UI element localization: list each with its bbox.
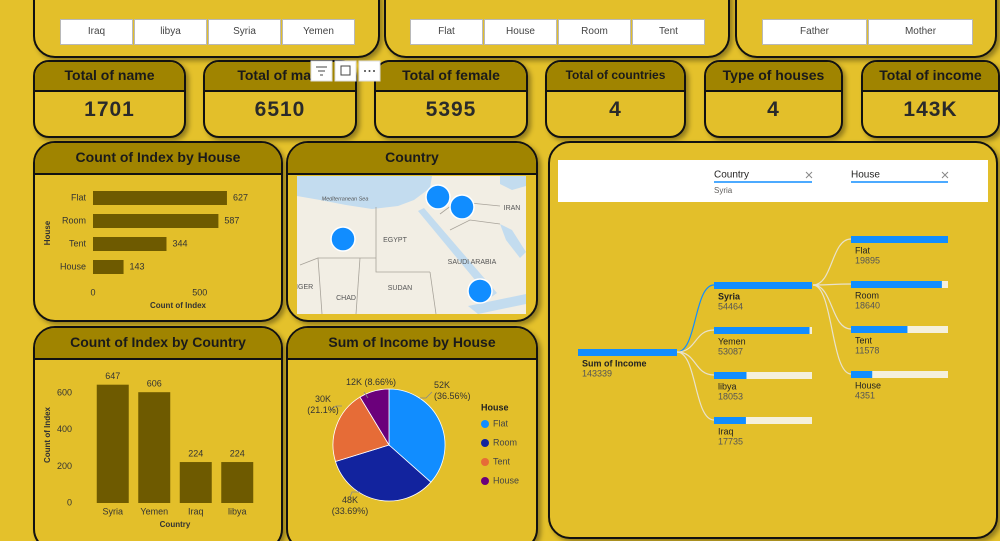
slicer-button[interactable]: libya	[134, 19, 207, 45]
panel-title: Count of Index by House	[35, 143, 281, 175]
data-label: 48K (33.69%)	[331, 495, 369, 516]
slicer-button[interactable]: Room	[558, 19, 631, 45]
panel-title: Country	[288, 143, 536, 175]
data-label: 30K (21.1%)	[307, 394, 339, 415]
panel-title: Sum of Income by House	[288, 328, 536, 360]
map-panel: Country	[286, 141, 538, 322]
kpi-card: Total of name 1701	[33, 60, 186, 138]
slicer-button[interactable]: Mother	[868, 19, 973, 45]
card-title: Total of name	[35, 62, 184, 92]
kpi-card: Total of male 6510	[203, 60, 357, 138]
kpi-card: Type of houses 4	[704, 60, 843, 138]
card-value: 143K	[903, 98, 958, 121]
more-icon	[368, 70, 371, 72]
data-label: 12K (8.66%)	[345, 377, 396, 387]
slicer-button[interactable]: Iraq	[60, 19, 133, 45]
card-value: 4	[609, 98, 622, 121]
card-title: Type of houses	[706, 62, 841, 92]
card-title: Total of countries	[547, 62, 684, 92]
card-value: 5395	[425, 98, 477, 121]
decomposition-panel	[548, 141, 998, 539]
card-title: Total of income	[863, 62, 998, 92]
pie-panel: Sum of Income by House	[286, 326, 538, 541]
slicer-button[interactable]: Father	[762, 19, 867, 45]
bar-panel: Count of Index by House	[33, 141, 283, 322]
kpi-card: Total of income 143K	[861, 60, 1000, 138]
card-title: Total of male	[205, 62, 355, 92]
data-label: 52K (36.56%)	[434, 380, 471, 401]
slicer-button[interactable]: Yemen	[282, 19, 355, 45]
column-panel: Count of Index by Country	[33, 326, 283, 541]
card-value: 6510	[254, 98, 306, 121]
card-value: 4	[767, 98, 780, 121]
slicer-button[interactable]: Flat	[410, 19, 483, 45]
slicer-button[interactable]: Syria	[208, 19, 281, 45]
kpi-card: Total of female 5395	[374, 60, 528, 138]
kpi-card: Total of countries 4	[545, 60, 686, 138]
card-value: 1701	[84, 98, 135, 121]
panel-title: Count of Index by Country	[35, 328, 281, 360]
card-title: Total of female	[376, 62, 526, 92]
slicer-button[interactable]: Tent	[632, 19, 705, 45]
slicer-button[interactable]: House	[484, 19, 557, 45]
more-icon	[364, 70, 366, 72]
